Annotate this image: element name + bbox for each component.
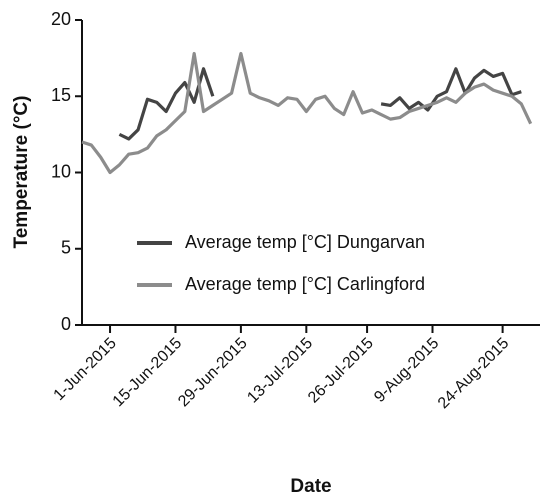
x-tick-label: 9-Aug-2015: [371, 335, 442, 406]
x-tick-label: 15-Jun-2015: [110, 335, 186, 411]
legend-label: Average temp [°C] Dungarvan: [185, 232, 425, 252]
y-tick-label: 20: [51, 9, 71, 29]
series-line: [118, 67, 522, 141]
x-tick-label: 1-Jun-2015: [51, 335, 120, 404]
y-tick-label: 15: [51, 85, 71, 105]
x-tick-label: 24-Aug-2015: [435, 335, 513, 413]
y-axis-label: Temperature (°C): [11, 96, 32, 249]
y-tick-label: 5: [61, 238, 71, 258]
legend-label: Average temp [°C] Carlingford: [185, 274, 425, 294]
x-tick-label: 29-Jun-2015: [175, 335, 251, 411]
x-tick-label: 26-Jul-2015: [305, 335, 377, 407]
y-tick-label: 0: [61, 314, 71, 334]
y-tick-label: 10: [51, 161, 71, 181]
x-axis-label: Date: [290, 476, 331, 497]
series-line: [81, 51, 533, 175]
